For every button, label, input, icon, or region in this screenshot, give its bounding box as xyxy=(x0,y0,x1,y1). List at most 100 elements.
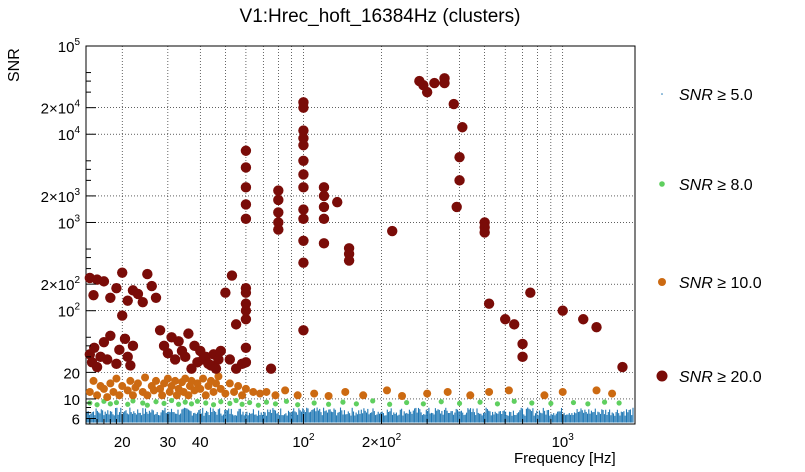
snr-point-3 xyxy=(273,185,284,196)
snr-point-1 xyxy=(130,398,136,404)
snr-point-1 xyxy=(218,399,224,405)
snr-point-3 xyxy=(517,338,528,350)
snr-point-1 xyxy=(283,398,290,404)
snr-point-2 xyxy=(592,386,601,395)
snr-point-3 xyxy=(117,267,128,278)
legend-label-snr-20: SNR ≥ 20.0 xyxy=(679,369,762,386)
snr-point-3 xyxy=(162,347,174,359)
snr-point-3 xyxy=(117,310,128,321)
snr-point-1 xyxy=(161,400,167,407)
snr-point-3 xyxy=(240,162,252,173)
snr-point-2 xyxy=(540,391,549,400)
snr-point-3 xyxy=(230,319,242,330)
snr-point-3 xyxy=(169,354,181,365)
data-points xyxy=(84,73,634,423)
snr-point-2 xyxy=(359,391,368,400)
snr-point-2 xyxy=(128,391,137,400)
snr-point-2 xyxy=(249,387,258,396)
snr-point-3 xyxy=(429,77,440,89)
snr-point-1 xyxy=(438,399,444,405)
snr-point-3 xyxy=(298,204,309,215)
y-tick-label: 6 xyxy=(72,412,80,429)
snr-point-2 xyxy=(89,376,98,385)
snr-point-2 xyxy=(230,387,239,396)
snr-point-3 xyxy=(332,196,343,208)
snr-point-2 xyxy=(109,387,118,396)
snr-point-3 xyxy=(318,213,330,225)
snr-point-3 xyxy=(210,363,222,374)
snr-point-3 xyxy=(617,361,628,373)
snr-point-2 xyxy=(558,387,567,396)
y-tick-label: 20 xyxy=(63,365,80,382)
snr-point-2 xyxy=(293,391,302,400)
snr-point-2 xyxy=(608,389,617,398)
snr-point-1 xyxy=(295,402,301,408)
snr-point-2 xyxy=(238,391,247,400)
snr-point-2 xyxy=(341,387,350,396)
snr-point-1 xyxy=(94,402,100,408)
snr-point-3 xyxy=(318,182,330,193)
snr-point-1 xyxy=(255,402,261,408)
x-tick-label: 20 xyxy=(114,434,131,451)
snr-point-3 xyxy=(150,292,162,304)
snr-point-2 xyxy=(123,386,132,395)
y-axis-label: SNR xyxy=(6,48,23,82)
snr-point-2 xyxy=(112,374,121,383)
plot-frame xyxy=(85,45,636,425)
snr-point-3 xyxy=(240,213,252,225)
snr-point-2 xyxy=(271,391,280,400)
snr-point-2 xyxy=(93,391,102,400)
snr-point-3 xyxy=(557,305,568,316)
snr-point-3 xyxy=(479,227,490,238)
snr-point-3 xyxy=(154,325,166,336)
snr-point-1 xyxy=(125,401,131,407)
snr-point-3 xyxy=(298,102,309,113)
snr-point-3 xyxy=(213,354,224,365)
snr-point-3 xyxy=(180,351,191,363)
snr-point-1 xyxy=(601,399,608,405)
snr-point-3 xyxy=(451,201,462,213)
snr-point-3 xyxy=(98,336,110,348)
snr-point-3 xyxy=(240,305,252,316)
snr-point-2 xyxy=(504,386,513,395)
legend-item-snr-10: SNR ≥ 10.0 xyxy=(655,272,762,296)
snr-point-3 xyxy=(298,125,309,136)
snr-point-2 xyxy=(172,391,181,400)
y-tick-label: 2×103 xyxy=(41,187,81,206)
snr-point-3 xyxy=(240,182,252,193)
snr-point-3 xyxy=(111,282,122,294)
snr-point-3 xyxy=(88,289,99,301)
snr-point-2 xyxy=(443,387,452,396)
snr-point-3 xyxy=(500,314,511,325)
snr-point-1 xyxy=(168,397,175,404)
legend-item-snr-5: SNR ≥ 5.0 xyxy=(655,84,753,108)
snr-point-1 xyxy=(570,399,577,406)
chart-title: V1:Hrec_hoft_16384Hz (clusters) xyxy=(239,6,521,27)
snr-point-1 xyxy=(140,400,146,406)
snr-point-2 xyxy=(398,391,407,400)
snr-point-1 xyxy=(456,400,463,407)
snr-point-3 xyxy=(318,238,330,249)
snr-point-3 xyxy=(240,314,252,325)
snr-point-1 xyxy=(616,400,622,406)
snr-point-1 xyxy=(404,399,410,406)
snr-point-2 xyxy=(133,379,142,388)
legend: SNR ≥ 5.0 SNR ≥ 8.0 SNR ≥ 10.0 SNR ≥ 20.… xyxy=(655,70,800,400)
snr-point-3 xyxy=(173,336,184,347)
snr-point-3 xyxy=(111,358,122,370)
snr-point-1 xyxy=(144,402,150,408)
snr-point-1 xyxy=(233,397,239,404)
snr-point-2 xyxy=(241,384,250,393)
y-tick-label: 10 xyxy=(63,392,80,409)
snr-point-3 xyxy=(298,257,309,268)
snr-point-2 xyxy=(106,379,115,388)
x-tick-label: 2×102 xyxy=(362,432,402,451)
snr-point-2 xyxy=(181,374,190,383)
snr-point-3 xyxy=(298,140,309,151)
snr-point-3 xyxy=(439,77,450,89)
snr-point-3 xyxy=(142,268,153,280)
x-tick-label: 30 xyxy=(160,434,177,451)
snr-point-2 xyxy=(152,376,161,385)
snr-point-3 xyxy=(183,328,194,339)
snr-point-3 xyxy=(298,325,309,336)
